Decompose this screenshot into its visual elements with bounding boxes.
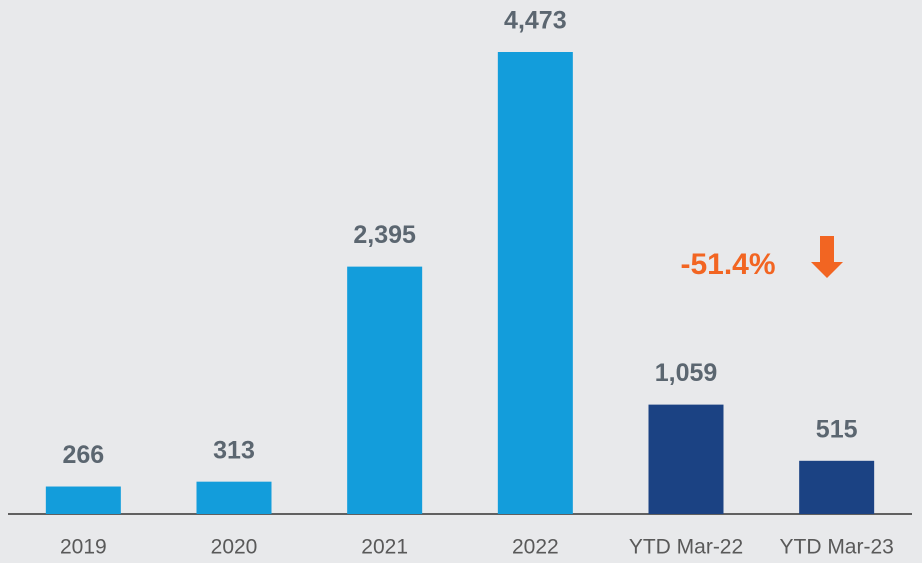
x-tick-label: 2021 — [361, 536, 408, 559]
value-label: 1,059 — [655, 359, 718, 387]
down-arrow — [811, 236, 843, 278]
x-tick-label: YTD Mar-22 — [629, 536, 743, 559]
x-tick-label: 2022 — [512, 536, 559, 559]
bar — [196, 481, 272, 514]
value-label: 515 — [816, 415, 858, 443]
value-label: 266 — [62, 441, 104, 469]
bar — [497, 52, 573, 514]
x-tick-label: 2020 — [211, 536, 258, 559]
bar — [799, 460, 875, 514]
value-label: 4,473 — [504, 7, 567, 35]
value-label: 2,395 — [353, 221, 416, 249]
bar — [45, 486, 121, 514]
bar — [347, 266, 423, 514]
value-label: 313 — [213, 436, 255, 464]
bar — [648, 404, 724, 514]
change-annotation: -51.4% — [680, 248, 775, 281]
x-tick-label: 2019 — [60, 536, 107, 559]
x-tick-label: YTD Mar-23 — [779, 536, 893, 559]
